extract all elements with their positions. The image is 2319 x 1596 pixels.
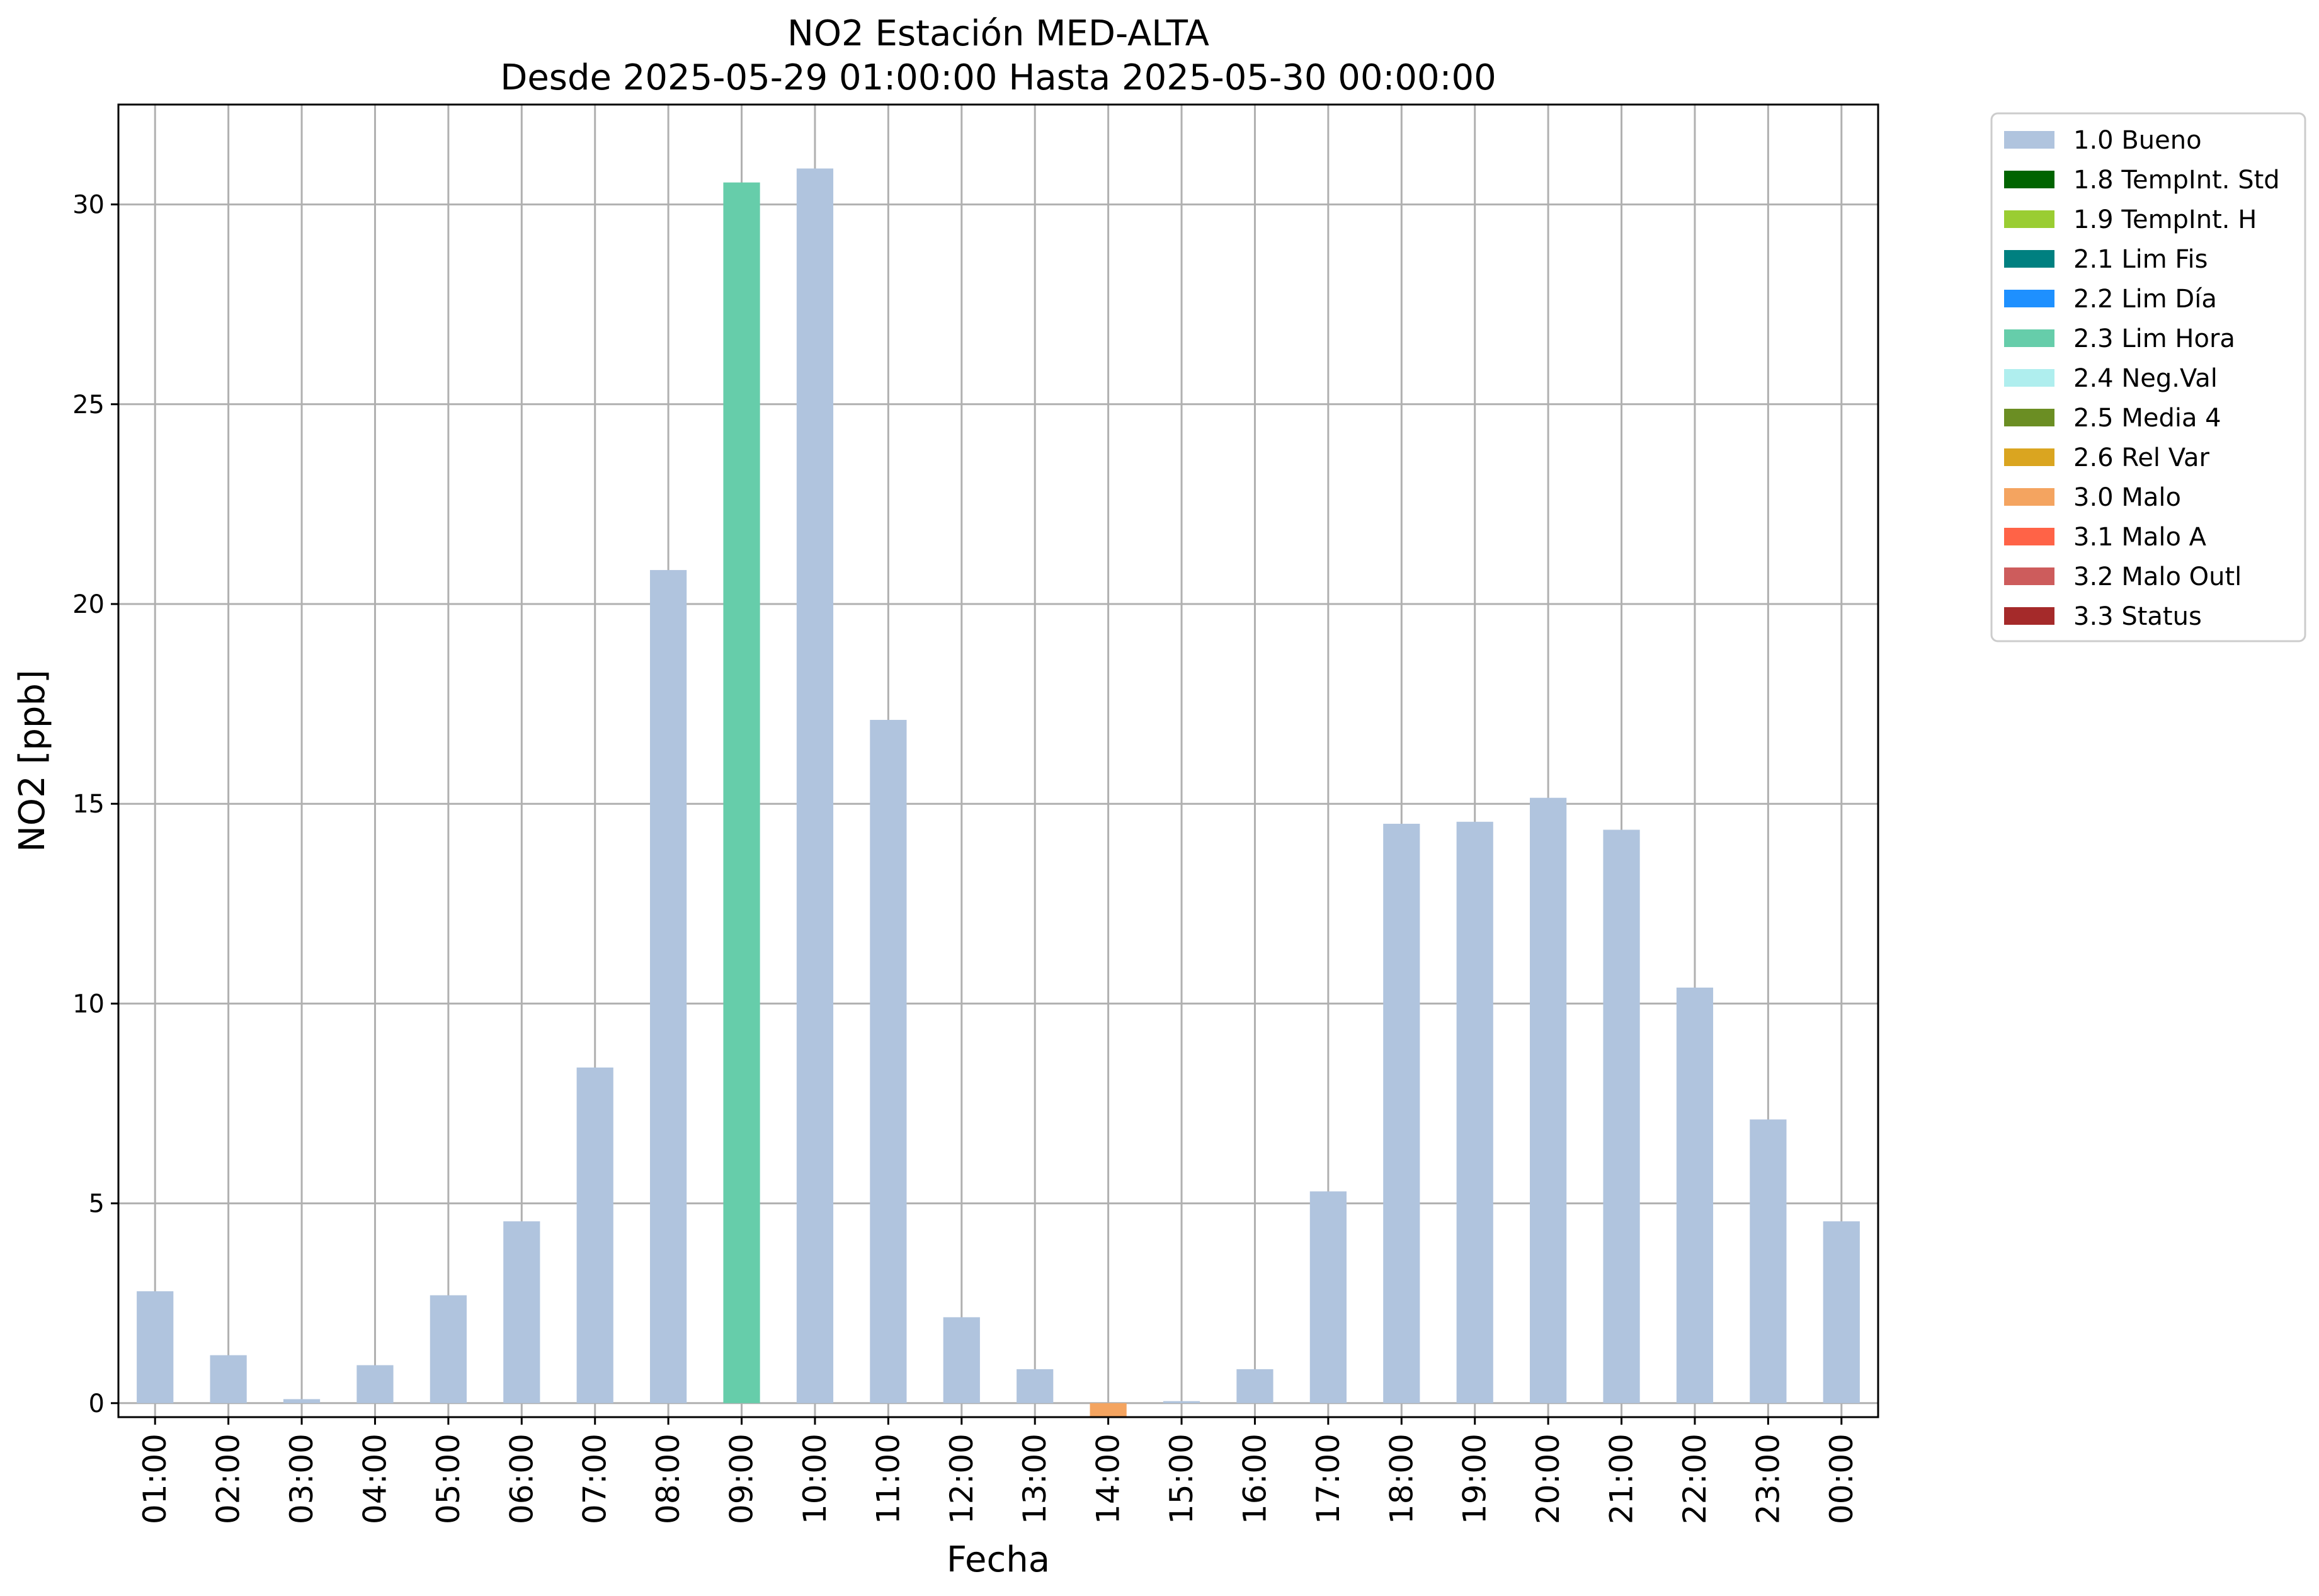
plot-frame: [117, 103, 1879, 1418]
x-tick-label: 20:00: [1530, 1434, 1566, 1524]
chart-title: NO2 Estación MED-ALTA: [787, 13, 1209, 54]
legend-entry-label: 3.2 Malo Outl: [2073, 562, 2242, 591]
legend-entry-label: 1.8 TempInt. Std: [2073, 166, 2280, 195]
bar: [1383, 823, 1420, 1403]
bar: [1456, 821, 1493, 1403]
bar: [1236, 1369, 1273, 1403]
x-tick-label: 18:00: [1383, 1434, 1420, 1524]
x-tick-label: 09:00: [724, 1434, 760, 1524]
y-tick-label: 20: [72, 590, 105, 619]
bar: [1163, 1401, 1200, 1403]
y-axis-ticks: 0 5 10 15 20 25 30: [72, 191, 118, 1418]
bar: [1090, 1403, 1127, 1417]
y-tick-label: 15: [72, 790, 105, 819]
x-tick-label: 12:00: [943, 1434, 980, 1524]
legend-swatch: [2004, 369, 2054, 387]
x-tick-label: 10:00: [797, 1434, 833, 1524]
bar: [1530, 797, 1567, 1403]
legend-swatch: [2004, 607, 2054, 625]
bar: [1676, 988, 1714, 1403]
x-tick-label: 13:00: [1017, 1434, 1053, 1524]
y-tick-label: 5: [89, 1190, 105, 1219]
bars: [137, 168, 1860, 1417]
bar: [1017, 1369, 1054, 1403]
bar: [723, 182, 760, 1403]
bar: [1823, 1221, 1860, 1403]
bar: [943, 1317, 980, 1403]
legend-swatch: [2004, 131, 2054, 149]
x-tick-label: 04:00: [356, 1434, 393, 1524]
bar: [1750, 1119, 1787, 1403]
bar: [1309, 1191, 1347, 1403]
legend-entry-label: 1.0 Bueno: [2073, 126, 2202, 155]
bar: [1603, 829, 1640, 1403]
x-tick-label: 15:00: [1163, 1434, 1200, 1524]
chart-subtitle: Desde 2025-05-29 01:00:00 Hasta 2025-05-…: [500, 57, 1496, 98]
y-tick-label: 10: [72, 989, 105, 1018]
x-tick-label: 00:00: [1823, 1434, 1860, 1524]
legend-swatch: [2004, 528, 2054, 545]
x-tick-label: 22:00: [1677, 1434, 1713, 1524]
bar: [356, 1365, 394, 1403]
x-tick-label: 16:00: [1236, 1434, 1273, 1524]
bar: [650, 570, 687, 1403]
bar: [870, 719, 907, 1403]
legend-entry-label: 2.6 Rel Var: [2073, 443, 2210, 472]
x-tick-label: 01:00: [137, 1434, 173, 1524]
x-tick-label: 14:00: [1090, 1434, 1127, 1524]
bar: [210, 1355, 247, 1403]
legend-swatch: [2004, 290, 2054, 307]
legend-entry-label: 2.5 Media 4: [2073, 404, 2221, 433]
x-tick-label: 08:00: [650, 1434, 687, 1524]
y-tick-label: 25: [72, 390, 105, 419]
y-axis-label: NO2 [ppb]: [12, 670, 53, 852]
legend-entry-label: 1.9 TempInt. H: [2073, 205, 2257, 234]
legend-entry-label: 3.1 Malo A: [2073, 523, 2207, 552]
legend-swatch: [2004, 210, 2054, 228]
x-tick-label: 03:00: [283, 1434, 320, 1524]
x-tick-label: 19:00: [1457, 1434, 1493, 1524]
legend-swatch: [2004, 448, 2054, 466]
bar: [796, 168, 834, 1403]
legend-entry-label: 2.4 Neg.Val: [2073, 364, 2218, 393]
x-tick-label: 17:00: [1310, 1434, 1347, 1524]
x-tick-label: 02:00: [210, 1434, 247, 1524]
x-tick-label: 07:00: [577, 1434, 613, 1524]
legend-swatch: [2004, 567, 2054, 585]
y-tick-label: 0: [89, 1389, 105, 1418]
x-tick-label: 11:00: [870, 1434, 906, 1524]
x-axis-label: Fecha: [947, 1539, 1050, 1580]
legend-entry-label: 3.0 Malo: [2073, 483, 2181, 512]
bar: [430, 1295, 467, 1403]
bar: [503, 1221, 540, 1403]
x-tick-label: 23:00: [1750, 1434, 1786, 1524]
legend-frame: [1990, 112, 2306, 642]
bar: [283, 1399, 321, 1403]
legend-swatch: [2004, 488, 2054, 506]
x-tick-label: 05:00: [430, 1434, 467, 1524]
legend-swatch: [2004, 409, 2054, 426]
legend-swatch: [2004, 250, 2054, 268]
x-tick-label: 06:00: [503, 1434, 540, 1524]
legend-entry-label: 2.3 Lim Hora: [2073, 324, 2235, 353]
legend-swatch: [2004, 171, 2054, 188]
legend-entry-label: 2.1 Lim Fis: [2073, 245, 2208, 274]
legend-swatch: [2004, 329, 2054, 347]
y-tick-label: 30: [72, 191, 105, 220]
x-tick-label: 21:00: [1604, 1434, 1640, 1524]
bar: [576, 1067, 613, 1403]
x-axis-ticks: 01:00 02:00 03:00 04:00 05:00 06:00 07:00 08:00…: [137, 1417, 1860, 1524]
legend: 1.0 Bueno 1.8 TempInt. Std 1.9 TempInt. H 2…: [1990, 112, 2306, 642]
legend-entry-label: 3.3 Status: [2073, 602, 2202, 631]
bar: [137, 1291, 174, 1403]
legend-entry-label: 2.2 Lim Día: [2073, 285, 2217, 314]
